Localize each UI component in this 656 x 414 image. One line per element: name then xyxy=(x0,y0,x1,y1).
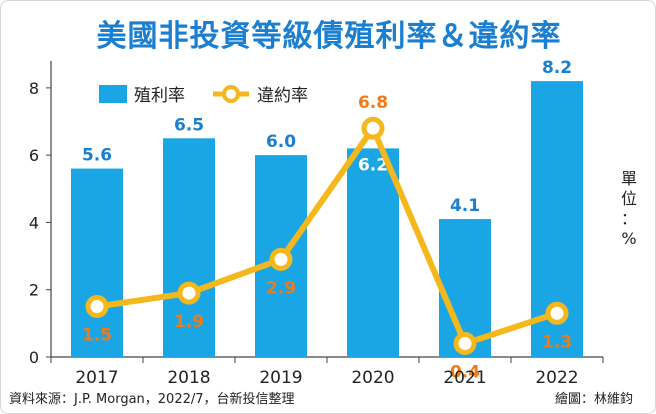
bar-value-label: 6.2 xyxy=(358,155,388,175)
line-value-label: 6.8 xyxy=(358,93,388,113)
legend-bar-swatch xyxy=(99,85,127,103)
default-rate-marker xyxy=(453,332,477,356)
default-rate-marker xyxy=(85,295,109,319)
credit-note: 繪圖：林維鈞 xyxy=(554,392,633,407)
source-note: 資料來源：J.P. Morgan，2022/7，台新投信整理 xyxy=(9,392,295,407)
legend-line-marker xyxy=(222,85,240,103)
bar-value-label: 6.5 xyxy=(174,115,204,135)
x-tick-label: 2021 xyxy=(443,368,486,388)
line-value-label: 1.5 xyxy=(82,326,112,346)
bar-value-label: 4.1 xyxy=(450,196,480,216)
line-value-label: 0.4 xyxy=(450,363,480,383)
default-rate-marker xyxy=(361,116,385,140)
y-tick-label: 6 xyxy=(29,146,39,165)
x-tick-label: 2022 xyxy=(535,368,578,388)
line-value-label: 1.3 xyxy=(542,332,572,352)
y-tick-label: 2 xyxy=(29,281,39,300)
bar xyxy=(163,138,215,357)
bar xyxy=(347,148,399,357)
legend-line-label: 違約率 xyxy=(257,86,308,106)
x-tick-label: 2018 xyxy=(167,368,210,388)
line-value-label: 1.9 xyxy=(174,312,204,332)
default-rate-marker xyxy=(545,301,569,325)
legend-bar-label: 殖利率 xyxy=(134,86,185,106)
x-tick-label: 2020 xyxy=(351,368,394,388)
default-rate-marker xyxy=(177,281,201,305)
x-tick-label: 2017 xyxy=(75,368,118,388)
y-tick-label: 8 xyxy=(29,79,39,98)
bar-value-label: 6.0 xyxy=(266,132,296,152)
unit-label: 單 位 ： % xyxy=(620,169,637,248)
default-rate-marker xyxy=(269,247,293,271)
bar-value-label: 8.2 xyxy=(542,58,572,78)
x-tick-label: 2019 xyxy=(259,368,302,388)
y-tick-label: 0 xyxy=(29,348,39,367)
default-rate-line xyxy=(96,125,558,347)
y-tick-label: 4 xyxy=(29,213,39,232)
line-value-label: 2.9 xyxy=(266,278,296,298)
chart-title: 美國非投資等級債殖利率＆違約率 xyxy=(96,19,562,54)
bar-value-label: 5.6 xyxy=(82,146,112,166)
bar xyxy=(71,168,123,357)
